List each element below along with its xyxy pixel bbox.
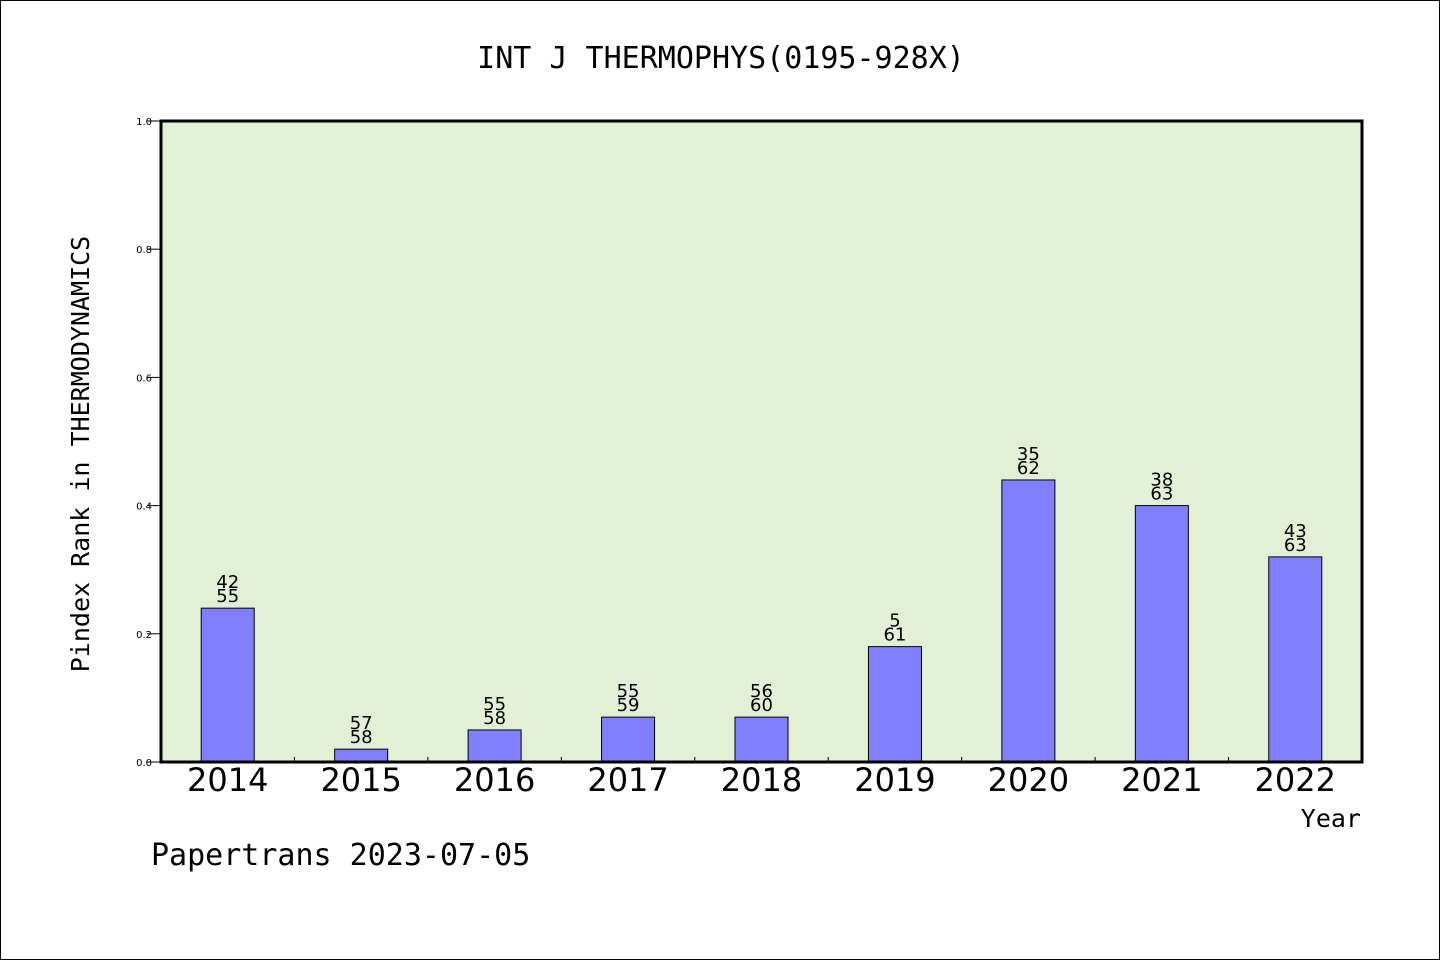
x-tick-label: 2019 (854, 761, 935, 799)
x-tick-label: 2014 (187, 761, 268, 799)
y-axis: 0.0 0.2 0.4 0.6 0.8 1.0 (136, 117, 161, 769)
bar-rank-label: 42 (216, 572, 239, 593)
bar-rank-label: 43 (1284, 521, 1307, 542)
bar-rank-label: 56 (750, 681, 773, 702)
x-tick-label: 2017 (587, 761, 668, 799)
bar (734, 716, 789, 763)
bar-total-label: 59 (617, 695, 640, 716)
bar (200, 607, 255, 763)
bar-rank-label: 55 (483, 694, 506, 715)
bar-rank-label: 35 (1017, 444, 1040, 465)
bar-total-label: 55 (216, 586, 239, 607)
bar-total-label: 58 (350, 727, 373, 748)
y-tick-label: 0.8 (136, 245, 152, 256)
bar-rank-label: 38 (1150, 470, 1173, 491)
x-tick-label: 2015 (320, 761, 401, 799)
bar (601, 716, 656, 763)
y-tick-label: 1.0 (136, 117, 152, 128)
y-tick-label: 0.0 (136, 758, 152, 769)
y-tick-label: 0.2 (136, 630, 152, 641)
y-tick-label: 0.6 (136, 373, 152, 384)
x-axis-label: Year (1301, 804, 1361, 833)
bar-rank-label: 55 (617, 681, 640, 702)
bar-total-label: 62 (1017, 458, 1040, 479)
bar-total-label: 63 (1150, 484, 1173, 505)
x-axis: 2014 2015 2016 2017 2018 2019 2020 2021 2022 (187, 757, 1336, 799)
bar-rank-label: 5 (889, 611, 900, 632)
chart-title: INT J THERMOPHYS(0195-928X) (477, 41, 965, 76)
bar-total-label: 61 (883, 625, 906, 646)
bar (1001, 479, 1056, 763)
bar (467, 729, 522, 763)
y-tick-label: 0.4 (136, 502, 152, 513)
bar (1268, 556, 1323, 763)
x-tick-label: 2020 (988, 761, 1069, 799)
x-tick-label: 2022 (1255, 761, 1336, 799)
bar-total-label: 58 (483, 708, 506, 729)
bar-total-label: 63 (1284, 535, 1307, 556)
y-axis-label: Pindex Rank in THERMODYNAMICS (66, 236, 95, 673)
bar (867, 646, 922, 763)
bar (1134, 505, 1189, 763)
bar-total-label: 60 (750, 695, 773, 716)
bar-rank-label: 57 (350, 713, 373, 734)
footer-credit: Papertrans 2023-07-05 (151, 838, 530, 873)
bars-layer (200, 479, 1323, 763)
plot-border (159, 119, 1364, 764)
x-tick-label: 2018 (721, 761, 802, 799)
x-tick-label: 2021 (1121, 761, 1202, 799)
x-tick-label: 2016 (454, 761, 535, 799)
